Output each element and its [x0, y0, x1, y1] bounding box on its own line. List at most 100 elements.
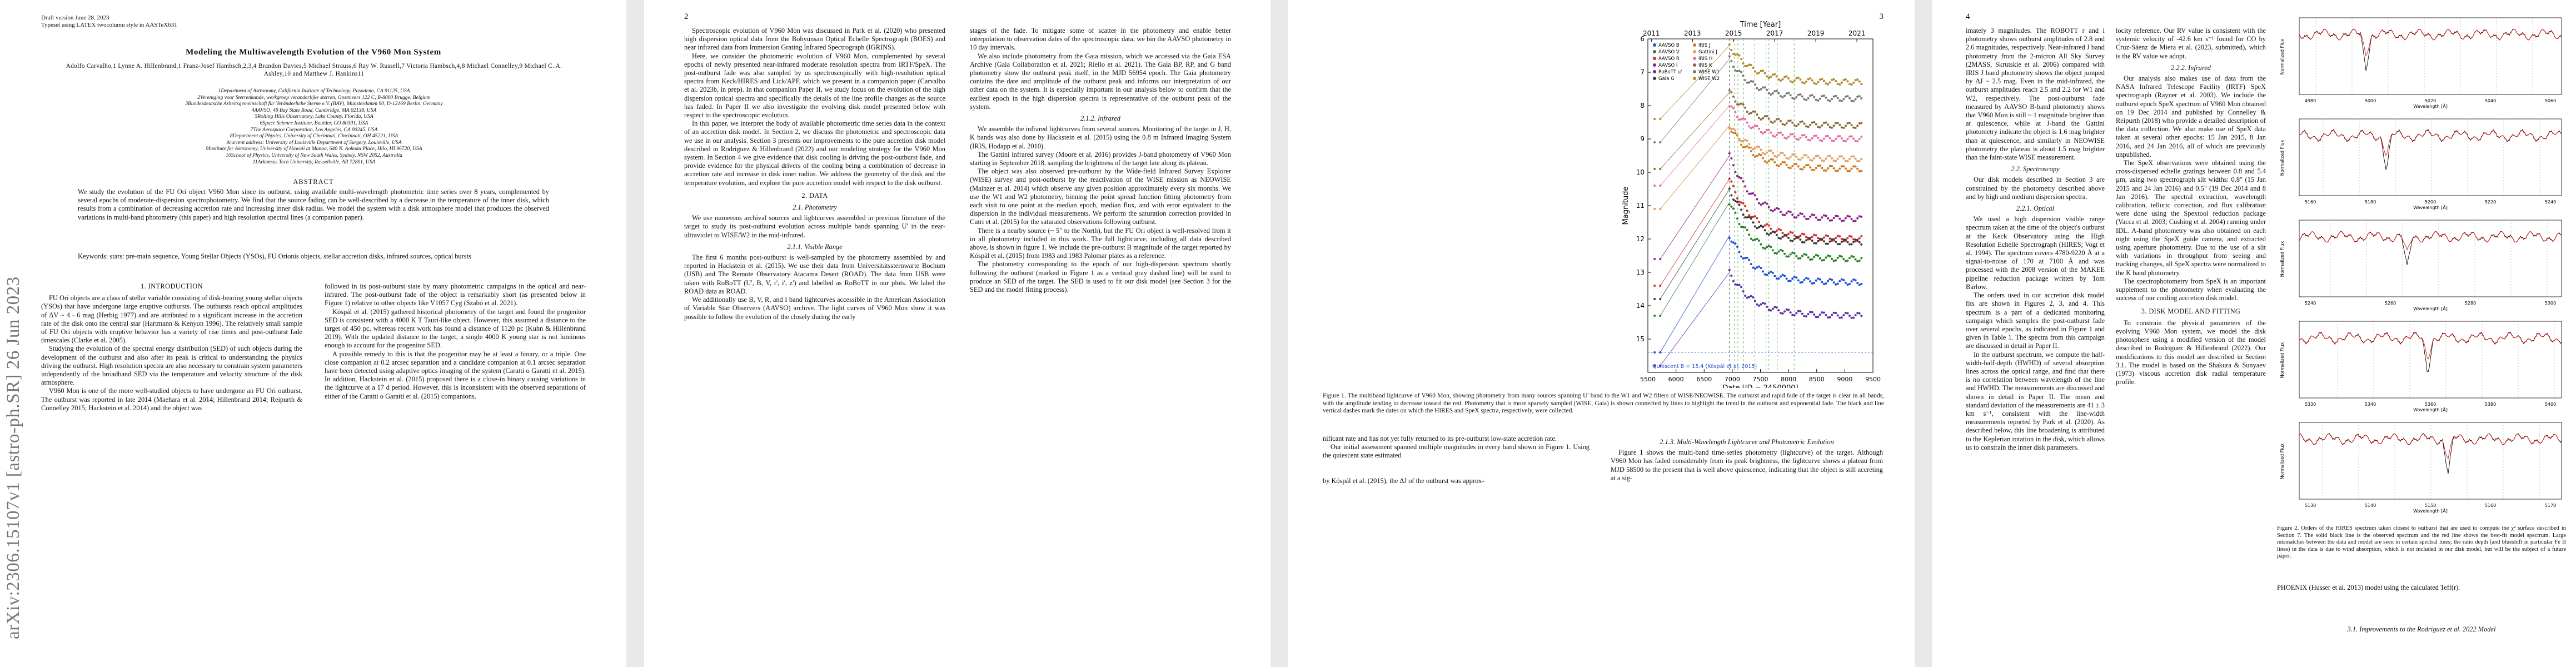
data-point: [1838, 280, 1841, 282]
data-point: [1850, 316, 1853, 319]
data-point: [1795, 138, 1798, 141]
data-point: [1738, 103, 1741, 106]
data-point: [1822, 214, 1825, 217]
data-point: [1746, 228, 1748, 231]
data-point: [1766, 232, 1768, 235]
data-point: [1813, 96, 1816, 98]
data-point: [1753, 225, 1756, 228]
data-point: [1840, 165, 1843, 168]
data-point: [1846, 160, 1849, 162]
data-point: [1736, 175, 1738, 177]
data-point: [1740, 226, 1743, 228]
data-point: [1801, 255, 1803, 257]
data-point: [1803, 241, 1806, 244]
data-point: [1860, 157, 1863, 160]
data-point: [1801, 120, 1803, 123]
data-point: [1773, 275, 1776, 277]
data-point: [1813, 282, 1816, 285]
data-point: [1842, 165, 1845, 168]
data-point: [1807, 97, 1810, 99]
panel-frame: [2299, 118, 2562, 196]
data-point: [1760, 267, 1762, 270]
data-point: [1762, 157, 1765, 160]
data-point: [1854, 220, 1857, 222]
data-point: [1846, 170, 1849, 172]
data-point: [1809, 139, 1812, 142]
data-point: [1787, 120, 1790, 122]
data-point: [1748, 258, 1751, 261]
data-point: [1844, 238, 1847, 241]
data-point: [1787, 77, 1790, 80]
data-point: [1838, 135, 1841, 138]
data-point: [1781, 213, 1784, 216]
data-point: [1775, 164, 1778, 167]
data-point: [1809, 280, 1812, 283]
data-point: [1777, 117, 1780, 120]
wavelength-tick-label: 5170: [2545, 503, 2556, 508]
data-point: [1789, 253, 1792, 256]
data-point: [1777, 309, 1780, 312]
data-point: [1773, 252, 1776, 255]
data-point: [1736, 70, 1738, 73]
data-point: [1730, 274, 1733, 277]
lightcurve-figure: 5500 6000 6500 7000 7500 8000 8500 9000 9500 6 7 8 9…: [1622, 21, 1881, 388]
data-point: [1803, 166, 1806, 169]
data-point: [1817, 240, 1820, 242]
data-point: [1813, 121, 1816, 123]
data-point: [1728, 177, 1731, 180]
data-point: [1770, 232, 1772, 235]
data-point: [1779, 120, 1782, 122]
data-point: [1852, 238, 1855, 241]
data-point: [1742, 74, 1745, 77]
wavelength-axis-label: Wavelength [Å]: [2413, 406, 2448, 412]
data-point: [1852, 81, 1855, 84]
data-point: [1779, 248, 1782, 251]
data-point: [1762, 69, 1765, 72]
data-point: [1799, 235, 1802, 237]
data-point: [1767, 206, 1770, 208]
data-point: [1779, 163, 1782, 166]
data-point: [1827, 123, 1829, 126]
data-point: [1805, 253, 1808, 256]
data-point: [1854, 157, 1857, 160]
series-connector: [1660, 155, 1730, 260]
legend-marker: [1693, 77, 1696, 80]
data-point: [1781, 161, 1784, 163]
data-point: [1831, 157, 1833, 160]
data-point: [1835, 122, 1837, 125]
series-connector: [1660, 125, 1730, 210]
legend-marker: [1653, 50, 1656, 53]
data-point: [1732, 207, 1735, 210]
data-point: [1795, 125, 1798, 128]
data-point: [1653, 315, 1656, 317]
wavelength-tick-label: 5220: [2485, 200, 2496, 205]
data-point: [1744, 294, 1747, 297]
wavelength-tick-label: 5200: [2425, 200, 2436, 205]
data-point: [1787, 232, 1790, 235]
data-point: [1821, 167, 1823, 170]
data-point: [1748, 216, 1751, 218]
data-point: [1854, 314, 1857, 317]
data-point: [1742, 202, 1745, 205]
data-point: [1775, 233, 1778, 236]
wavelength-tick-label: 5140: [2365, 503, 2376, 508]
data-point: [1797, 279, 1800, 282]
data-point: [1783, 136, 1786, 139]
wavelength-axis-label: Wavelength [Å]: [2413, 204, 2448, 210]
model-spectrum: [2299, 28, 2562, 57]
data-point: [1846, 138, 1849, 141]
data-point: [1803, 98, 1806, 101]
data-point: [1777, 78, 1780, 81]
data-point: [1736, 283, 1738, 286]
data-point: [1748, 233, 1751, 236]
data-point: [1783, 213, 1786, 216]
data-point: [1763, 201, 1766, 204]
data-point: [1852, 241, 1855, 243]
data-point: [1744, 257, 1747, 260]
data-point: [1766, 305, 1768, 308]
wavelength-tick-label: 5160: [2485, 503, 2496, 508]
data-point: [1746, 190, 1748, 193]
data-point: [1773, 231, 1776, 233]
data-point: [1844, 281, 1847, 284]
data-point: [1789, 133, 1792, 136]
